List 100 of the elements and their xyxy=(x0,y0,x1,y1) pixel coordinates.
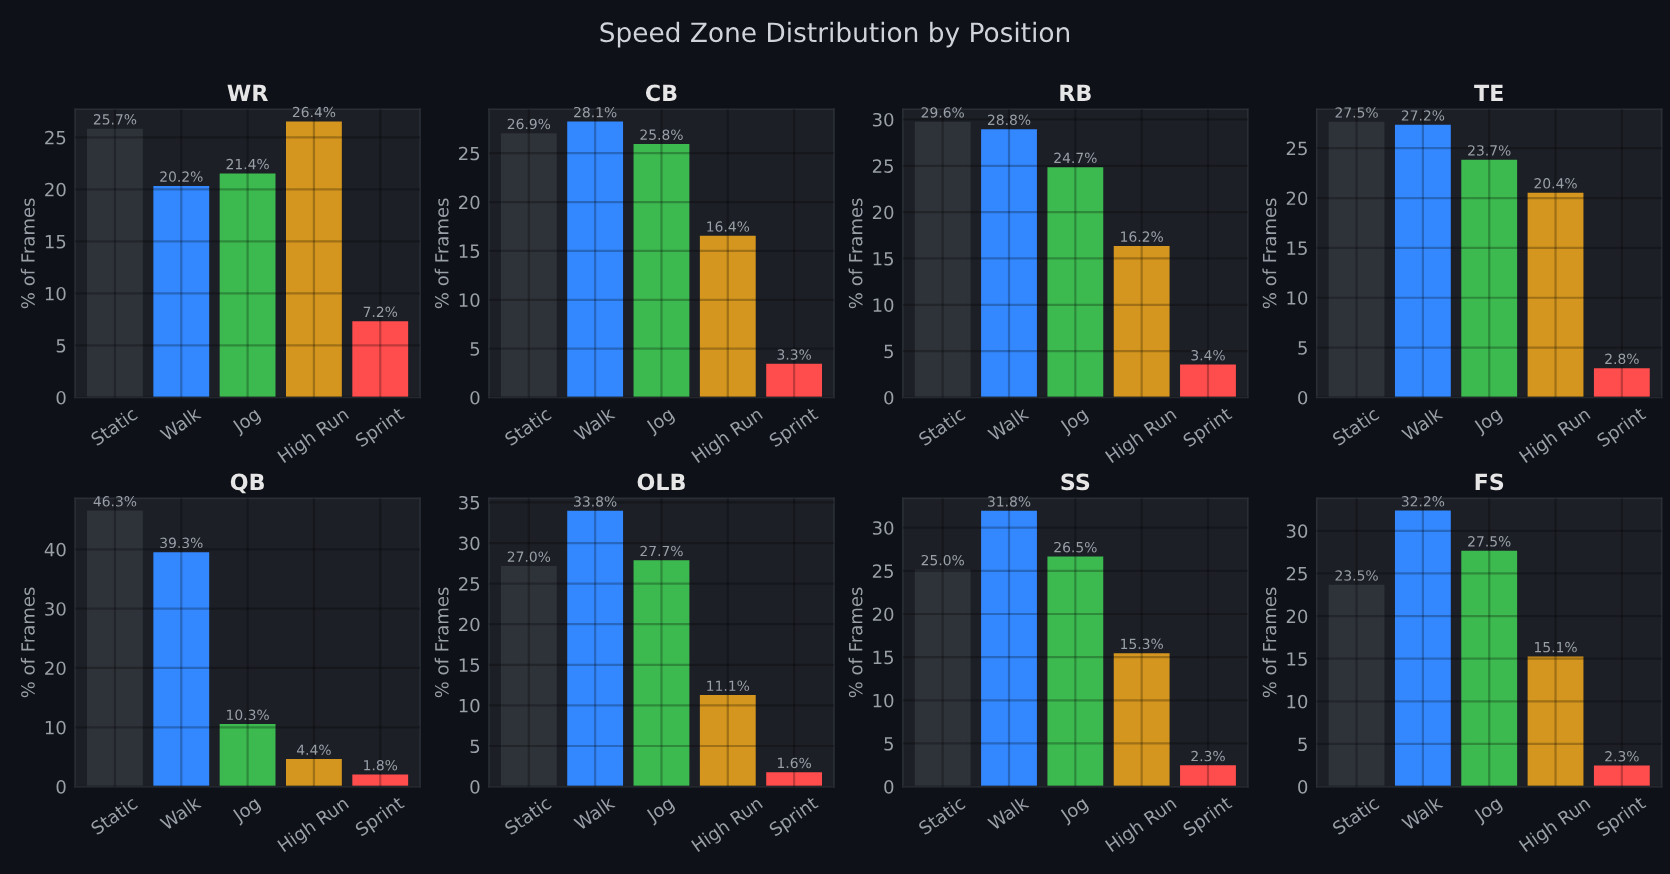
chart-title: CB xyxy=(645,84,677,102)
bar xyxy=(1113,245,1170,398)
bar xyxy=(1180,765,1236,787)
bar xyxy=(981,510,1037,787)
y-tick-label: 20 xyxy=(1286,609,1308,624)
y-tick-label: 20 xyxy=(459,195,480,210)
chart-title: RB xyxy=(1060,84,1091,101)
y-tick-label: 0 xyxy=(884,390,894,405)
y-tick-label: 10 xyxy=(873,693,894,708)
x-tick-label: High Run xyxy=(1104,406,1179,467)
y-tick-label: 25 xyxy=(872,564,893,578)
bar xyxy=(766,772,823,787)
bar xyxy=(1394,510,1451,787)
y-tick-label: 15 xyxy=(459,244,480,259)
x-tick-label: High Run xyxy=(1104,795,1179,856)
y-axis-title: % of Frames xyxy=(20,198,35,309)
bar xyxy=(1180,364,1236,398)
y-tick-label: 10 xyxy=(45,286,66,301)
bar xyxy=(699,695,756,787)
y-tick-label: 30 xyxy=(872,112,894,127)
y-tick-label: 25 xyxy=(1286,141,1307,156)
y-tick-label: 0 xyxy=(56,780,66,794)
y-tick-label: 5 xyxy=(884,344,893,359)
x-tick-label: Jog xyxy=(1058,796,1091,826)
chart-title: OLB xyxy=(637,473,685,491)
x-tick-label: High Run xyxy=(276,795,352,856)
y-axis-title: % of Frames xyxy=(434,587,449,698)
y-tick-label: 5 xyxy=(56,339,66,353)
y-tick-label: 10 xyxy=(1287,291,1308,305)
y-tick-label: 0 xyxy=(56,390,66,405)
y-tick-label: 5 xyxy=(1298,341,1307,355)
y-tick-label: 10 xyxy=(1287,694,1308,709)
y-tick-label: 5 xyxy=(1298,737,1307,752)
bar xyxy=(1527,192,1584,398)
bar xyxy=(1047,556,1104,787)
y-tick-label: 30 xyxy=(459,536,480,551)
y-tick-label: 15 xyxy=(459,658,480,672)
bar xyxy=(286,759,342,787)
y-tick-label: 15 xyxy=(1287,652,1307,666)
y-tick-label: 20 xyxy=(1286,191,1308,206)
y-tick-label: 5 xyxy=(470,342,480,356)
y-axis-title: % of Frames xyxy=(1262,198,1277,309)
bar xyxy=(1394,124,1451,398)
x-tick-label: Jog xyxy=(1472,796,1505,826)
bar xyxy=(567,121,624,398)
y-tick-label: 20 xyxy=(45,661,66,676)
y-tick-label: 0 xyxy=(1298,780,1308,794)
bar xyxy=(219,724,276,787)
y-tick-label: 15 xyxy=(873,252,893,266)
y-tick-label: 10 xyxy=(459,293,480,307)
y-tick-label: 25 xyxy=(459,577,480,591)
y-tick-label: 25 xyxy=(45,130,66,145)
y-tick-label: 15 xyxy=(45,235,66,249)
x-tick-label: High Run xyxy=(276,406,352,467)
bar xyxy=(766,363,823,398)
x-tick-label: Jog xyxy=(230,796,263,826)
bar xyxy=(981,129,1037,398)
chart-title: QB xyxy=(230,473,264,494)
bar xyxy=(1593,368,1650,398)
x-tick-label: High Run xyxy=(1518,406,1593,467)
x-tick-label: Jog xyxy=(1058,407,1091,437)
bar xyxy=(1527,656,1584,787)
y-tick-label: 5 xyxy=(470,739,480,754)
x-tick-label: High Run xyxy=(1518,795,1593,856)
bar xyxy=(153,185,210,398)
chart-title: SS xyxy=(1061,473,1090,491)
bar xyxy=(1047,167,1104,398)
bar xyxy=(567,510,624,787)
y-tick-label: 25 xyxy=(459,146,480,161)
y-tick-label: 20 xyxy=(45,182,66,197)
bar xyxy=(352,321,409,398)
y-tick-label: 10 xyxy=(45,720,66,735)
bar xyxy=(286,121,342,398)
y-tick-label: 15 xyxy=(873,650,893,665)
y-tick-label: 0 xyxy=(884,780,894,794)
y-tick-label: 35 xyxy=(459,495,480,510)
y-tick-label: 0 xyxy=(470,390,480,405)
bar xyxy=(1593,765,1650,787)
x-tick-label: High Run xyxy=(690,406,766,467)
text: Speed Zone Distribution by Position xyxy=(600,21,1070,48)
y-tick-label: 10 xyxy=(873,298,894,312)
y-axis-title: % of Frames xyxy=(434,198,449,309)
y-axis-title: % of Frames xyxy=(20,587,35,698)
y-axis-title: % of Frames xyxy=(1262,587,1277,698)
x-tick-label: High Run xyxy=(690,795,766,856)
x-tick-label: Jog xyxy=(644,407,677,437)
y-tick-label: 20 xyxy=(872,205,894,220)
y-tick-label: 5 xyxy=(884,737,893,751)
bar xyxy=(633,144,690,398)
bar xyxy=(699,235,756,398)
x-tick-label: Jog xyxy=(230,407,263,437)
bar xyxy=(1113,653,1170,787)
chart-title: FS xyxy=(1475,473,1504,491)
bar xyxy=(1461,550,1518,787)
chart-title: TE xyxy=(1474,84,1503,101)
x-tick-label: Jog xyxy=(644,796,677,826)
chart-title: WR xyxy=(227,84,268,101)
y-tick-label: 20 xyxy=(459,617,480,632)
y-tick-label: 0 xyxy=(1298,390,1308,405)
bar xyxy=(153,552,210,787)
